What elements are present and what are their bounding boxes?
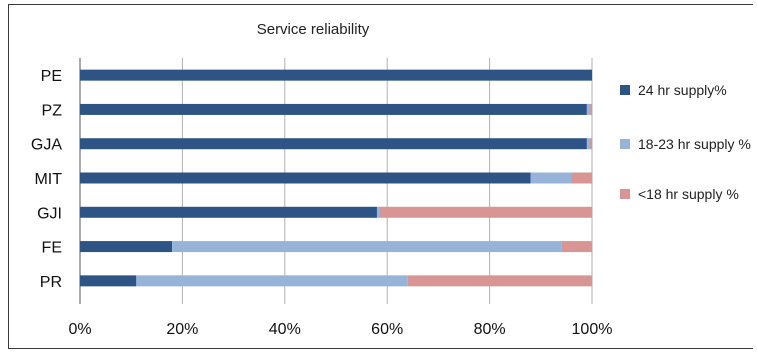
legend-swatch-24hr bbox=[620, 85, 630, 95]
bar-segment bbox=[80, 172, 531, 184]
bar-segment bbox=[80, 275, 137, 287]
bar-segment bbox=[80, 138, 587, 150]
x-tick-label: 80% bbox=[474, 321, 506, 338]
legend-swatch-lt18hr bbox=[620, 189, 630, 199]
chart-title: Service reliability bbox=[257, 21, 370, 38]
legend-item-18-23hr: 18-23 hr supply % bbox=[620, 134, 757, 154]
legend-label-24hr: 24 hr supply% bbox=[638, 82, 727, 98]
bar-segment bbox=[530, 172, 572, 184]
bar-segment bbox=[379, 206, 592, 218]
legend-label-18-23hr: 18-23 hr supply % bbox=[638, 136, 751, 152]
bars bbox=[80, 69, 592, 287]
bar-segment bbox=[407, 275, 592, 287]
x-tick-label: 60% bbox=[371, 321, 403, 338]
legend-swatch-18-23hr bbox=[620, 139, 630, 149]
legend-item-24hr: 24 hr supply% bbox=[620, 80, 757, 100]
x-tick-label: 20% bbox=[166, 321, 198, 338]
bar-segment bbox=[136, 275, 408, 287]
x-tick-labels: 0% 20% 40% 60% 80% 100% bbox=[68, 321, 612, 338]
x-tick-label: 100% bbox=[572, 321, 613, 338]
category-label: PZ bbox=[42, 102, 63, 119]
bar-segment bbox=[586, 103, 590, 115]
category-label: PR bbox=[40, 274, 62, 291]
x-tick-label: 40% bbox=[269, 321, 301, 338]
bar-segment bbox=[586, 138, 590, 150]
bar-segment bbox=[376, 206, 380, 218]
category-label: FE bbox=[42, 240, 62, 257]
bar-segment bbox=[561, 241, 592, 253]
bar-segment bbox=[172, 241, 562, 253]
bar-segment bbox=[80, 206, 377, 218]
bar-segment bbox=[80, 241, 173, 253]
category-labels: PE PZ GJA MIT GJI FE PR bbox=[31, 68, 62, 291]
category-label: GJA bbox=[31, 137, 62, 154]
x-tick-label: 0% bbox=[68, 321, 91, 338]
bar-segment bbox=[589, 138, 592, 150]
bar-segment bbox=[80, 69, 592, 81]
bar-segment bbox=[80, 103, 587, 115]
legend-item-lt18hr: <18 hr supply % bbox=[620, 184, 757, 204]
category-label: PE bbox=[41, 68, 62, 85]
bar-segment bbox=[571, 172, 592, 184]
legend-label-lt18hr: <18 hr supply % bbox=[638, 186, 739, 202]
category-label: MIT bbox=[34, 171, 62, 188]
chart-frame bbox=[8, 4, 753, 349]
bar-segment bbox=[589, 103, 592, 115]
category-label: GJI bbox=[37, 205, 62, 222]
